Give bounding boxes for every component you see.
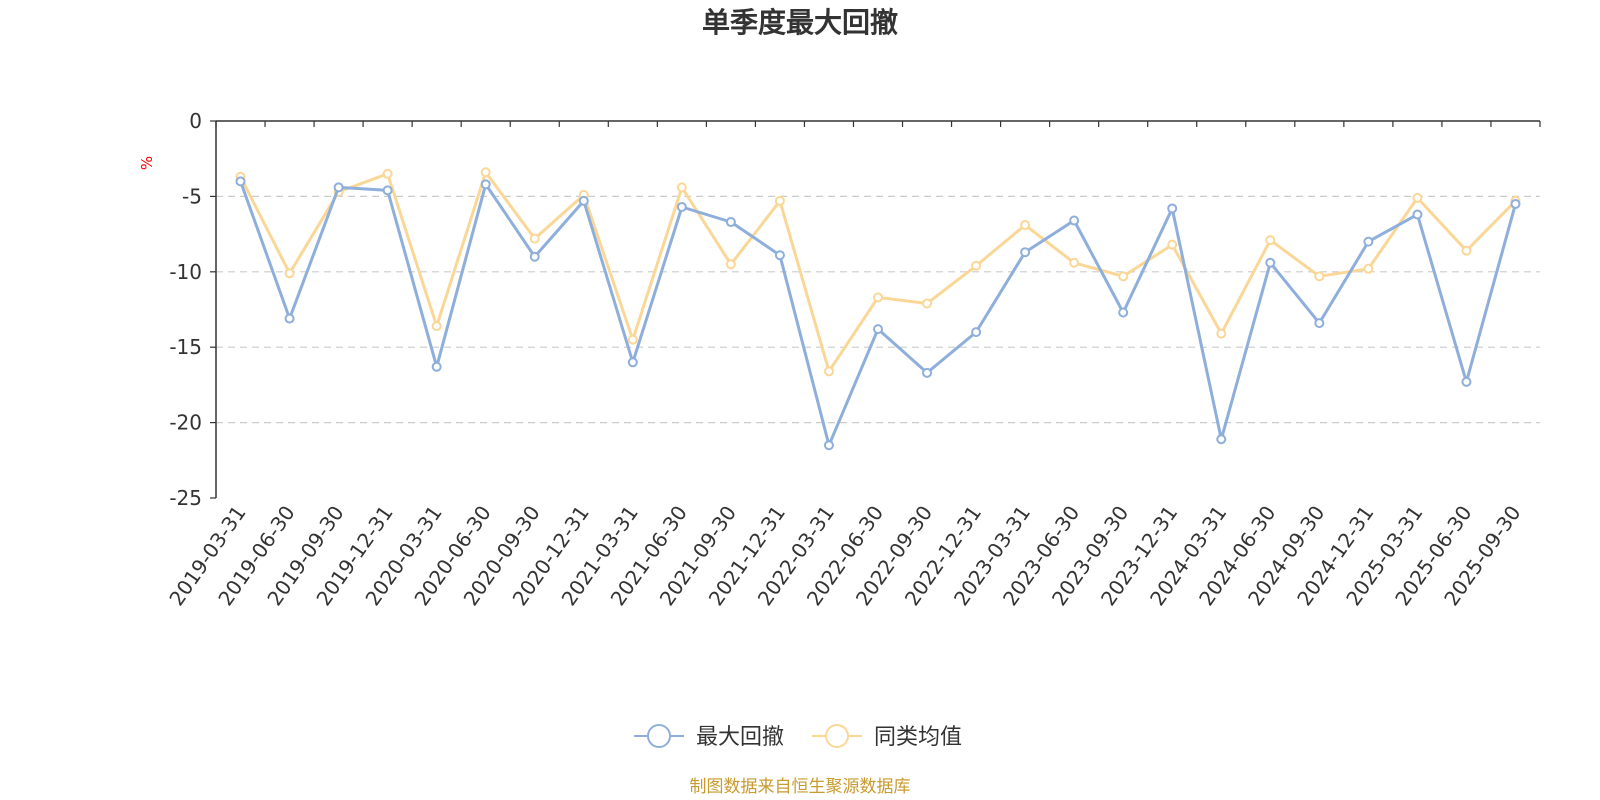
data-point — [1314, 318, 1325, 329]
data-point — [1167, 239, 1178, 250]
data-point — [971, 327, 982, 338]
data-point — [1265, 257, 1276, 268]
data-point — [873, 292, 883, 303]
data-point — [676, 182, 687, 193]
data-point — [1020, 220, 1031, 231]
series-lines — [235, 167, 1521, 451]
data-point — [1216, 328, 1227, 339]
y-tick-label: -15 — [169, 335, 202, 359]
data-point — [1020, 247, 1031, 258]
data-point — [1412, 192, 1423, 203]
data-point — [1118, 271, 1129, 282]
data-point — [431, 361, 442, 372]
y-axis: 0 -5 -10 -15 -20 -25 — [169, 109, 217, 510]
data-point — [627, 334, 638, 345]
data-point — [1314, 271, 1325, 282]
x-axis: 2019-03-312019-06-302019-09-302019-12-31… — [164, 120, 1541, 610]
data-point — [529, 251, 540, 262]
y-tick-label: 0 — [189, 109, 202, 133]
data-point — [823, 366, 834, 377]
data-point — [333, 182, 344, 193]
legend: 最大回撤 同类均值 — [634, 724, 962, 750]
data-point — [480, 179, 491, 190]
data-point — [823, 440, 834, 451]
data-point — [1167, 203, 1178, 214]
y-tick-label: -20 — [169, 411, 202, 435]
grid-lines — [216, 195, 1540, 424]
data-point — [627, 357, 638, 368]
data-point — [922, 367, 933, 378]
data-point — [1069, 257, 1080, 268]
data-point — [431, 321, 442, 332]
data-point — [725, 259, 736, 270]
y-tick-label: -10 — [169, 260, 202, 284]
data-point — [578, 195, 589, 206]
data-point — [1363, 263, 1374, 274]
series-peer-average — [235, 167, 1521, 377]
data-point — [774, 195, 785, 206]
data-point — [382, 168, 393, 179]
data-point — [922, 298, 933, 309]
series-max-drawdown — [235, 176, 1521, 451]
data-point — [873, 324, 883, 335]
data-point — [725, 217, 736, 228]
data-point — [235, 176, 246, 187]
data-point — [1461, 245, 1472, 256]
y-tick-label: -5 — [182, 184, 202, 208]
legend-label: 最大回撤 — [696, 725, 784, 750]
source-text: 制图数据来自恒生聚源数据库 — [690, 777, 911, 797]
y-tick-label: -25 — [169, 486, 202, 510]
data-point — [480, 167, 491, 178]
data-point — [1363, 236, 1374, 247]
data-point — [1118, 307, 1129, 318]
legend-item-max-drawdown[interactable]: 最大回撤 — [634, 724, 784, 750]
data-point — [284, 268, 295, 279]
data-point — [1069, 215, 1080, 226]
data-point — [1510, 198, 1521, 209]
data-point — [529, 233, 540, 244]
data-point — [1216, 434, 1227, 445]
data-point — [1412, 209, 1423, 220]
legend-circle-icon — [647, 724, 671, 748]
data-point — [1265, 235, 1276, 246]
y-axis-unit: % — [138, 156, 156, 170]
chart-title: 单季度最大回撤 — [702, 6, 898, 39]
data-point — [774, 250, 785, 261]
data-point — [382, 185, 393, 196]
data-point — [971, 260, 982, 271]
data-point — [676, 201, 687, 212]
data-point — [284, 313, 295, 324]
data-point — [1461, 376, 1472, 387]
legend-item-peer-average[interactable]: 同类均值 — [812, 724, 962, 750]
legend-circle-icon — [825, 724, 849, 748]
legend-label: 同类均值 — [874, 725, 962, 750]
